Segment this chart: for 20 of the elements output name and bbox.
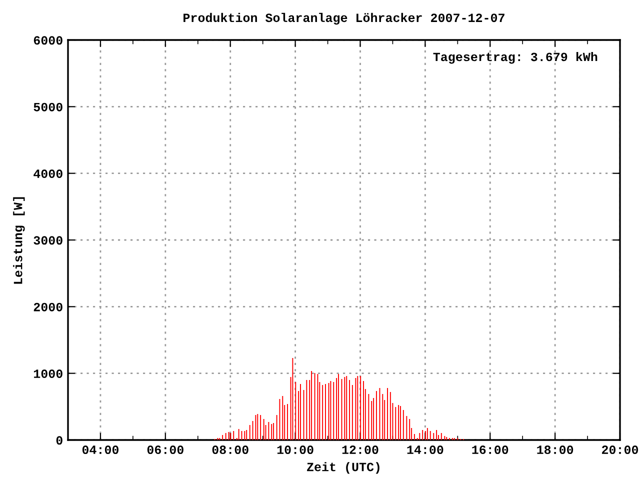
y-tick-label: 4000: [34, 170, 62, 178]
y-tick-label: 0: [56, 436, 62, 445]
x-tick-label: 04:00: [82, 446, 118, 454]
x-tick-label: 06:00: [147, 446, 184, 454]
y-tick-label: 1000: [34, 370, 62, 378]
y-tick-label: 2000: [34, 302, 62, 312]
chart-title: Produktion Solaranlage Löhracker 2007-12-07: [184, 12, 504, 25]
x-tick-label: 12:00: [342, 446, 378, 454]
y-axis-title: Leistung [W]: [13, 197, 25, 284]
y-tick-label: 6000: [34, 36, 62, 45]
x-tick-label: 08:00: [212, 446, 248, 454]
x-tick-label: 18:00: [537, 446, 574, 454]
x-tick-label: 14:00: [407, 446, 444, 454]
x-axis-title: Zeit (UTC): [307, 462, 380, 474]
y-tick-label: 3000: [34, 236, 62, 245]
y-tick-label: 5000: [34, 102, 62, 112]
x-tick-label: 20:00: [602, 446, 638, 454]
annotation: Tagesertrag: 3.679 kWh: [433, 52, 598, 64]
x-tick-label: 16:00: [472, 446, 508, 454]
x-tick-label: 10:00: [277, 446, 314, 454]
